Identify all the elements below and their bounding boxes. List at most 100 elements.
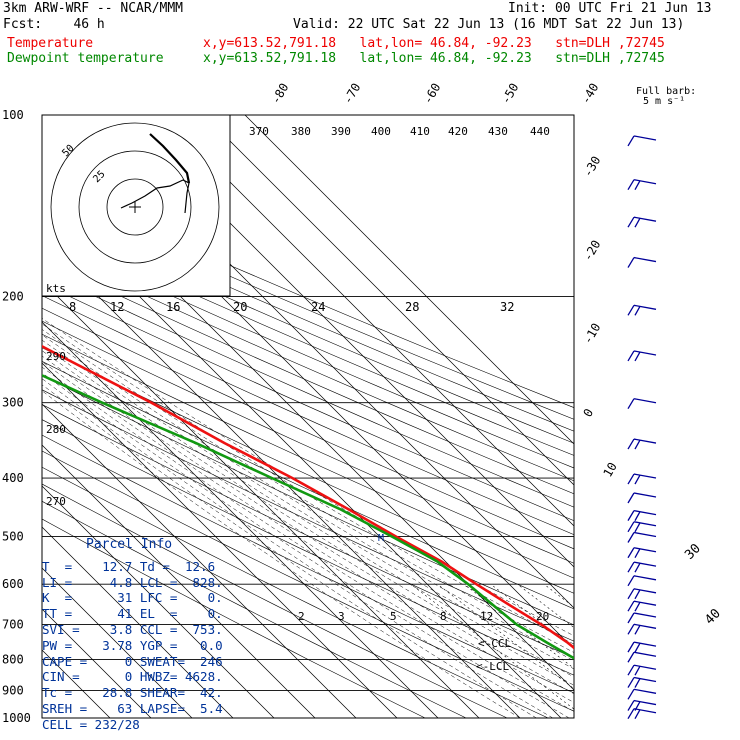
dry-adiabat-line [42,258,574,495]
parcel-info-row: K = 31 LFC = 0. [42,590,223,606]
mixing-ratio-label: 20 [536,610,549,623]
theta-label: 380 [291,125,311,138]
hodograph-units-label: kts [46,282,66,295]
hodograph-ring [106,178,164,236]
hodograph-axis-label: 12 [110,300,124,314]
hodograph-axis-label: 8 [69,300,76,314]
wind-barb [627,676,657,688]
dry-adiabat-line [42,235,574,469]
dry-adiabat-line [42,307,574,550]
wind-barb [627,304,657,316]
wind-legend-line1: Full barb: [636,86,696,97]
temperature-legend-label: Temperature [7,36,94,51]
wind-barb [627,521,657,533]
dry-adiabat-line [42,434,574,694]
dry-adiabat-line [42,419,574,676]
isotherm-label: -30 [580,154,603,180]
parcel-info-rows: T = 12.7 Td = 12.6 LI = 4.8 LCL = 828. K =… [42,559,230,733]
wind-barb [627,699,657,711]
theta-label: 420 [448,125,468,138]
wind-legend-line2: 5 m s⁻¹ [643,96,685,107]
wind-barb [627,664,657,676]
dry-adiabat-line [42,361,574,610]
mixing-ratio-line [410,583,574,710]
wind-barb [627,531,657,543]
isotherm-label: -10 [580,321,603,347]
mixing-ratio-label: 12 [480,610,493,623]
isotherm-label: -40 [578,81,601,107]
parcel-info-row: LI = 4.8 LCL = 828. [42,574,223,590]
isotherm-label: -70 [340,81,363,107]
parcel-info-row: T = 12.7 Td = 12.6 [42,558,216,574]
dewpoint-legend-label: Dewpoint temperature [7,51,164,66]
mixing-ratio-line [463,583,574,669]
mixing-ratio-line [517,583,574,628]
moist-adiabat-line [42,390,521,718]
isotherm-label: -60 [420,81,443,107]
hodograph-ring [50,122,220,292]
wind-barb [627,588,657,600]
hodograph-box [41,114,231,297]
moist-adiabat-line [42,350,574,686]
isotherm-line [42,567,193,718]
theta-label: 410 [410,125,430,138]
hodograph-ring [78,150,192,264]
isotherm-label: 0 [580,406,596,419]
dry-adiabat-line [42,333,574,579]
isobar-label: 200 [2,290,24,304]
dry-adiabat-line [42,224,574,456]
hodograph-axis-label: 32 [500,300,514,314]
wind-barb [627,473,657,485]
wind-barb [627,575,657,587]
header-line2-left: Fcst: 46 h [3,17,105,32]
isotherm-label: 30 [682,541,704,563]
wind-barb [627,623,657,635]
wind-barb [627,641,657,653]
melting-level-marker: M [378,533,384,544]
moist-adiabat-line [42,366,574,712]
wind-barb [627,216,657,228]
dry-adiabat-line [42,320,574,564]
hodograph-axis-label: 16 [166,300,180,314]
moist-adiabat-line [42,372,570,718]
parcel-info-row: CAPE = 0 SWEAT= 246 [42,653,223,669]
isotherm-label: -50 [498,81,521,107]
isobar-label: 700 [2,618,24,632]
isotherm-line [42,403,357,718]
isotherm-line [244,115,574,445]
theta-label: 430 [488,125,508,138]
wind-barb [627,350,657,362]
dry-adiabat-line [42,404,574,659]
parcel-info-row: SVI = 3.8 CCL = 753. [42,621,223,637]
isotherm-label: 10 [600,460,619,480]
wind-barb [627,612,657,624]
parcel-info-row: CIN = 0 HWBZ= 4628. [42,669,223,685]
wind-barb [627,135,657,147]
isotherm-line [203,115,574,486]
header-line1-right: Init: 00 UTC Fri 21 Jun 13 [508,1,712,16]
lcl-annotation: <-LCL [476,660,509,673]
dry-adiabat-line [42,295,574,535]
isotherm-label: 40 [702,606,724,628]
moist-adiabat-line [42,378,553,718]
ccl-annotation: <-CCL [478,637,511,650]
isobar-label: 500 [2,529,24,543]
dry-adiabat-line [42,483,508,718]
parcel-info-row: PW = 3.78 YGP = 0.0 [42,637,223,653]
hodograph-low-trace [120,179,190,214]
wind-barb [627,438,657,450]
dry-adiabat-line [42,389,574,642]
plot-frame [41,114,575,719]
wind-barb [627,510,657,521]
moist-adiabat-line [42,329,574,653]
isotherm-line [162,115,574,527]
isobar-label: 800 [2,653,24,667]
wind-barb [627,179,657,191]
parcel-info-row: SREH = 63 LAPSE= 5.4 [42,700,223,716]
parcel-info-row: CELL = 232/28 [42,716,140,732]
isotherm-label: -20 [580,238,603,264]
dewpoint-profile-line [42,373,574,660]
wind-barb [627,547,657,559]
isotherm-label: -80 [268,81,291,107]
theta-label: 270 [46,495,66,508]
